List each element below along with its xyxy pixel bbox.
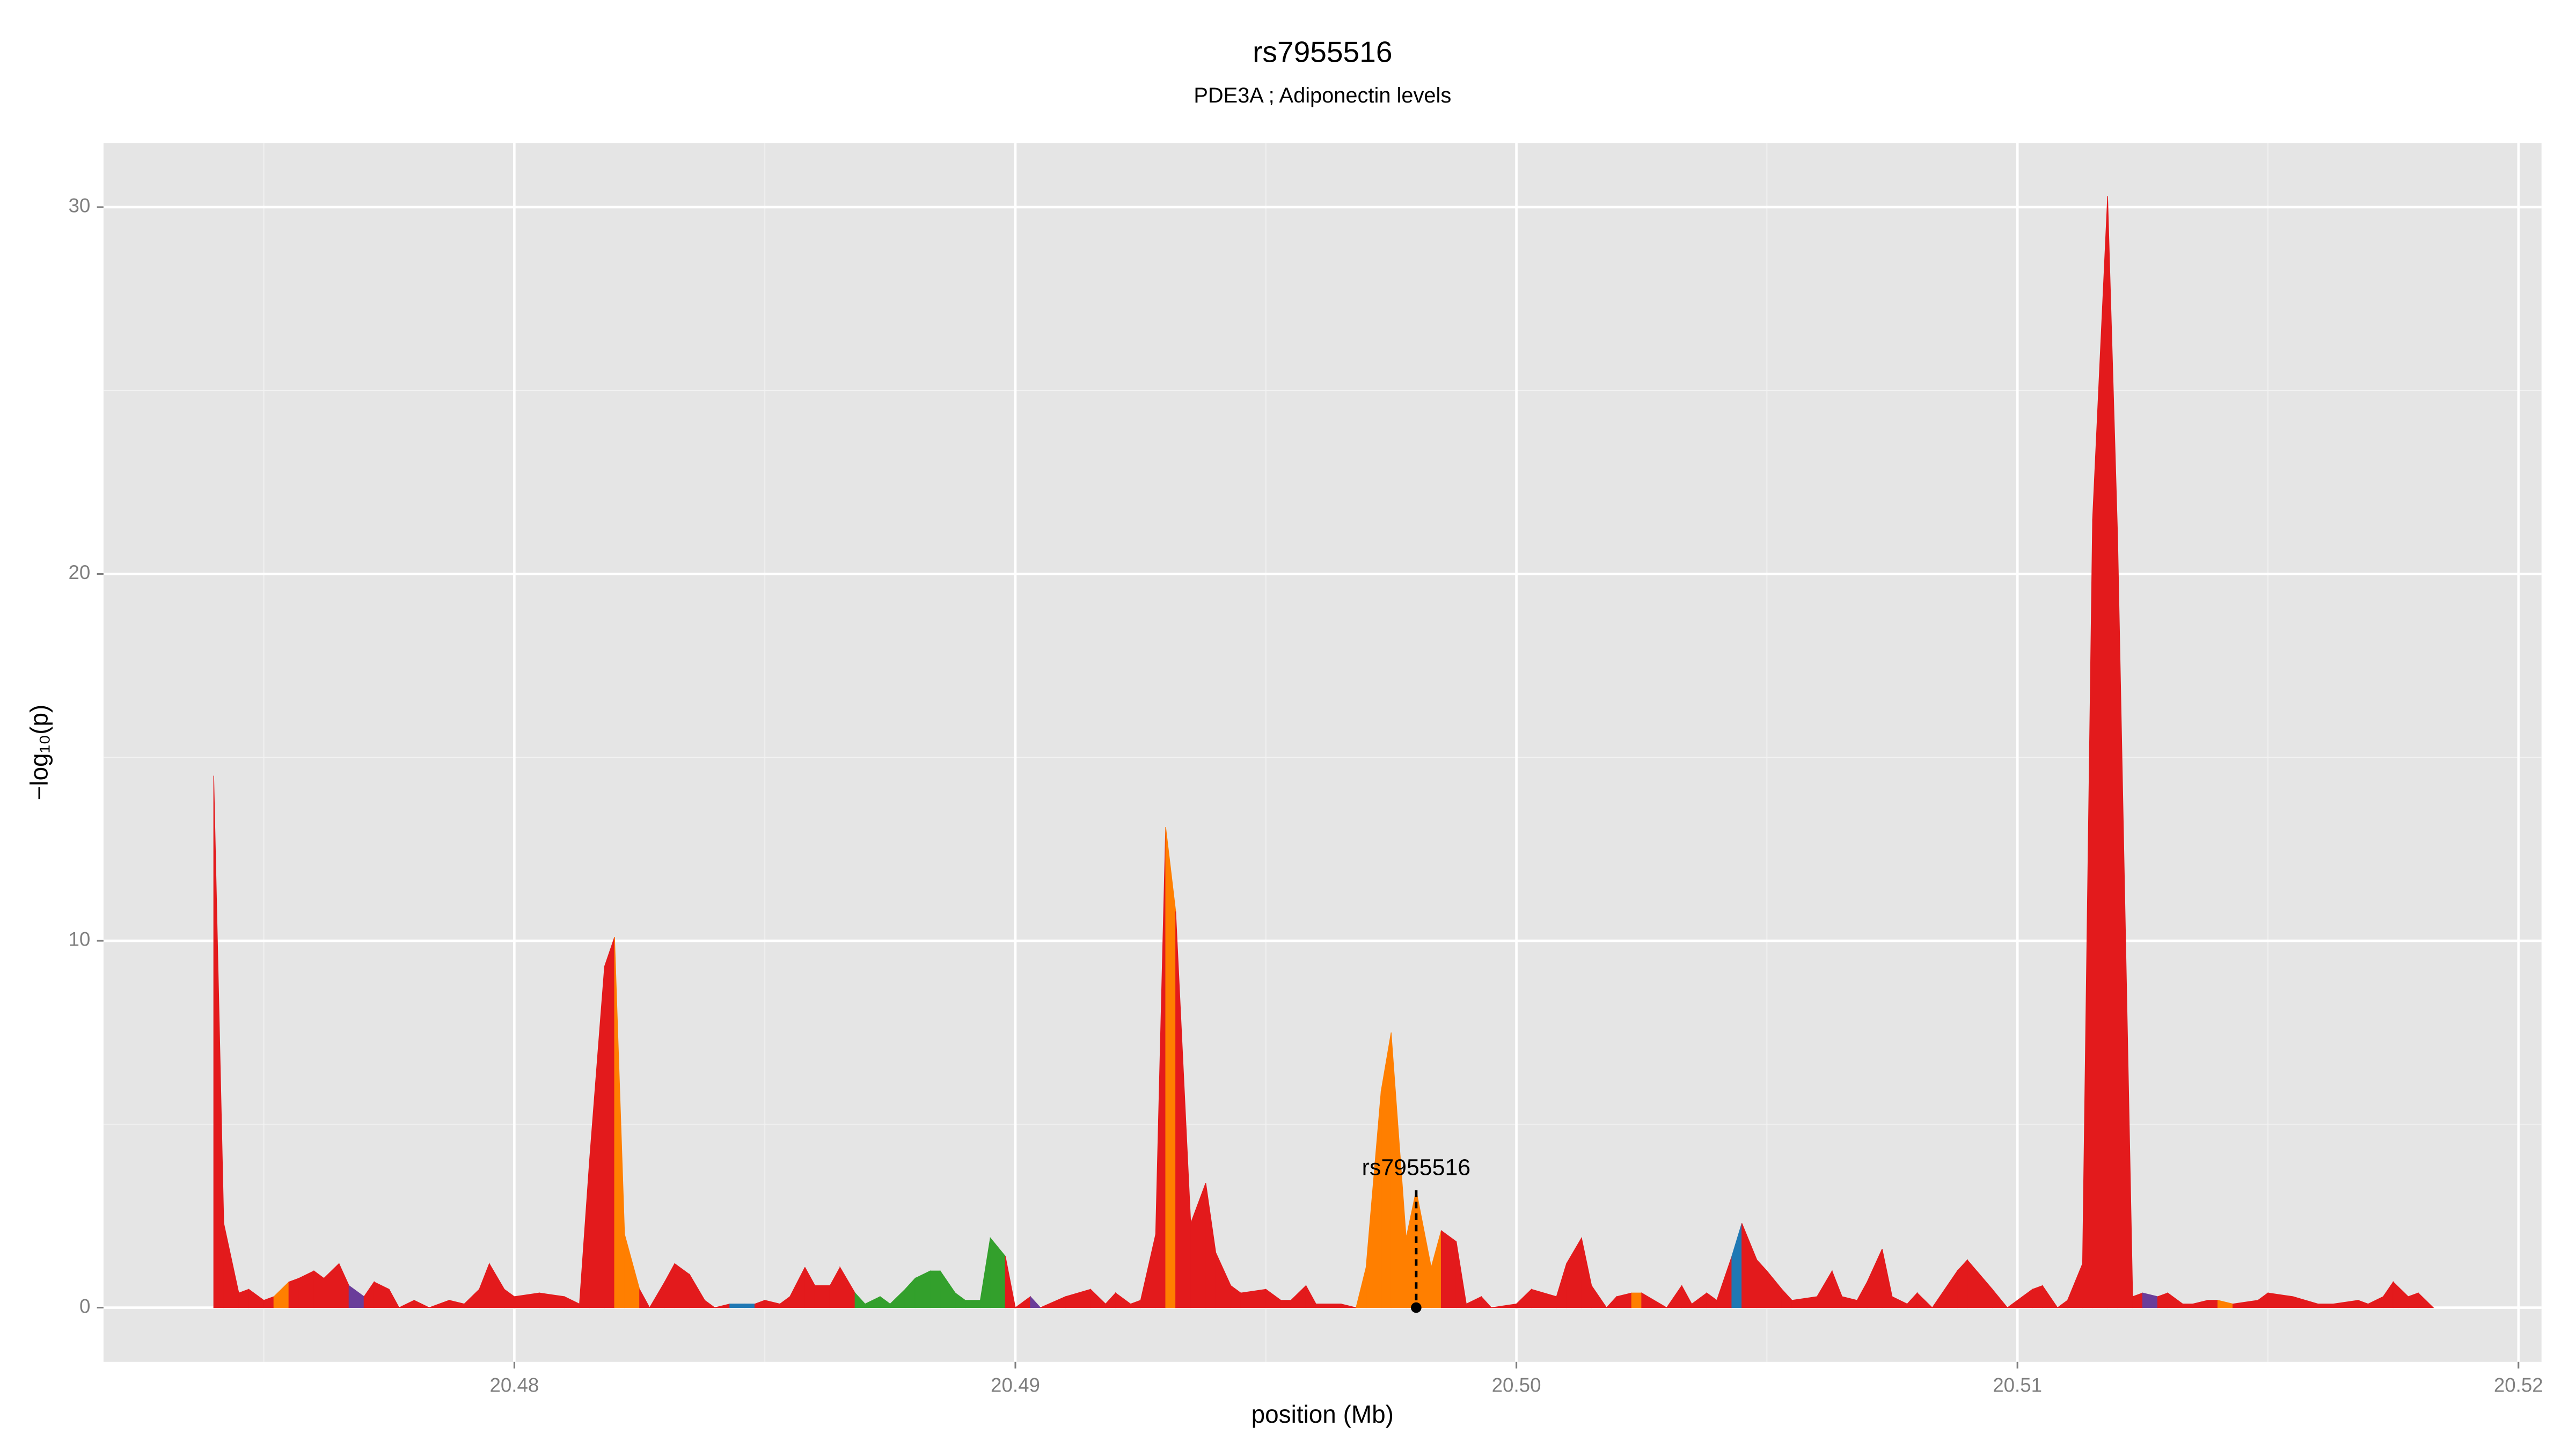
area-segment <box>2042 1284 2059 1308</box>
y-tick-label: 10 <box>69 928 91 950</box>
area-segment <box>288 1278 299 1308</box>
y-tick-label: 20 <box>69 561 91 583</box>
area-segment <box>704 1299 716 1308</box>
y-axis-label: −log₁₀(p) <box>25 705 53 801</box>
area-segment <box>2182 1304 2193 1308</box>
area-segment <box>729 1304 745 1308</box>
area-segment <box>1916 1292 1933 1308</box>
x-tick-label: 20.49 <box>991 1374 1040 1396</box>
area-segment <box>1641 1292 1668 1308</box>
area-segment <box>2207 1300 2219 1308</box>
area-segment <box>965 1300 981 1308</box>
chart-subtitle: PDE3A ; Adiponectin levels <box>1194 84 1451 107</box>
area-segment <box>1591 1284 1607 1308</box>
x-tick-label: 20.51 <box>1993 1374 2042 1396</box>
annotation-point <box>1411 1302 1422 1313</box>
chart-title: rs7955516 <box>1253 35 1392 69</box>
x-tick-label: 20.52 <box>2494 1374 2543 1396</box>
y-tick-label: 0 <box>79 1295 90 1317</box>
x-axis-label: position (Mb) <box>1252 1400 1394 1428</box>
area-segment <box>1005 1256 1016 1308</box>
annotation-label: rs7955516 <box>1362 1154 1470 1180</box>
area-segment <box>1165 827 1176 1308</box>
marks: rs7955516 <box>213 196 2434 1313</box>
x-tick-label: 20.50 <box>1492 1374 1541 1396</box>
x-tick-label: 20.48 <box>489 1374 539 1396</box>
area-segment <box>1992 1288 2008 1308</box>
area-segment <box>639 1289 650 1308</box>
area-segment <box>930 1270 941 1308</box>
area-segment <box>604 937 615 1308</box>
axes: 20.48 20.49 20.50 20.51 20.52 0 10 20 30 <box>69 195 2543 1396</box>
area-segment <box>2317 1304 2333 1308</box>
area-segment <box>1341 1303 1356 1308</box>
area-segment <box>414 1299 429 1308</box>
y-tick-label: 30 <box>69 195 91 217</box>
area-segment <box>744 1304 756 1308</box>
area-segment <box>389 1289 400 1308</box>
area-segment <box>1481 1296 1492 1308</box>
area-segment <box>1631 1292 1642 1308</box>
area-segment <box>1280 1300 1292 1308</box>
area-segment <box>2418 1292 2434 1308</box>
area-segment <box>814 1285 831 1308</box>
area-segment <box>2032 1285 2043 1308</box>
plot-panel <box>103 143 2542 1362</box>
area-segment <box>1315 1304 1342 1308</box>
area-segment <box>1440 1230 1457 1308</box>
area-segment <box>1030 1296 1042 1308</box>
